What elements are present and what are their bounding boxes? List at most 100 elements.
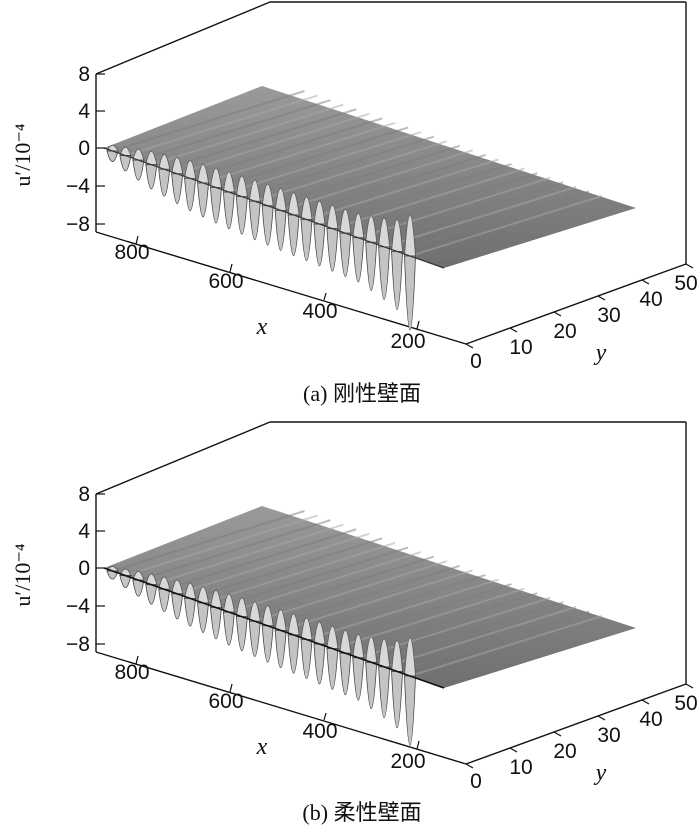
y-tick-label: 10 (509, 336, 532, 359)
x-axis-label: x (256, 734, 268, 760)
y-axis-label: y (594, 340, 607, 366)
wave-trough (365, 661, 378, 709)
surface-streak (189, 537, 383, 600)
wave-trough (145, 164, 158, 189)
surface-streak (215, 546, 409, 609)
surface-streak (112, 510, 305, 572)
wave-trough (248, 200, 261, 240)
wave-trough (326, 228, 339, 272)
surface-streak (125, 514, 318, 577)
wave-trough (197, 182, 209, 218)
wave-trough (391, 671, 403, 728)
y-tick-label: 10 (509, 756, 532, 779)
surface-streak (228, 551, 422, 614)
z-tick-label: 4 (78, 520, 90, 543)
wave-trough (222, 191, 235, 229)
x-tick-label: 600 (208, 690, 243, 713)
surface-streak (138, 99, 331, 162)
wave-trough (197, 602, 209, 633)
surface-streak (293, 153, 486, 216)
y-tick-label: 20 (553, 320, 576, 343)
wave-trough (300, 639, 313, 679)
wave-trough (210, 187, 222, 224)
surface-streak (396, 190, 590, 253)
wave-trough (378, 246, 391, 300)
wave-trough (158, 168, 171, 197)
wave-trough (339, 652, 352, 695)
z-tick-label: −4 (66, 175, 90, 198)
surface-streak (138, 519, 331, 582)
surface-streak (306, 158, 499, 221)
wave-trough (313, 643, 326, 685)
x-tick-label: 400 (302, 300, 337, 323)
wall-line (103, 147, 445, 269)
y-tick-label: 40 (639, 288, 662, 311)
wave-trough (287, 214, 300, 256)
surface-streak (345, 592, 538, 655)
surface-streak (370, 601, 564, 664)
surface-streak (254, 140, 448, 203)
surface-streak (176, 532, 370, 595)
surface-streak (383, 185, 577, 248)
x-tick-label: 200 (390, 330, 425, 353)
surface-streak (241, 555, 435, 618)
surface-streak (280, 569, 473, 632)
y-tick-label: 30 (597, 724, 620, 747)
surface-streak (228, 131, 422, 194)
y-tick-label: 50 (674, 272, 697, 295)
wave-trough (352, 237, 365, 283)
surface-streak (357, 176, 551, 239)
surface-streak (202, 122, 396, 184)
wave-crest (404, 215, 416, 257)
y-tick-label: 50 (674, 692, 697, 715)
wave-trough (261, 625, 274, 663)
wave-trough (391, 251, 403, 310)
surface-streak (383, 605, 577, 668)
surface-streak (332, 587, 525, 650)
z-axis-label: u′/10⁻⁴ (10, 543, 35, 607)
y-axis-label: y (594, 760, 607, 786)
surface-sheet-a (104, 86, 636, 268)
wave-trough (313, 223, 326, 266)
wave-trough (132, 579, 145, 597)
x-tick-label: 800 (114, 241, 149, 264)
wave-trough (339, 232, 352, 277)
z-tick-label: −8 (66, 633, 90, 656)
wave-trough (404, 255, 416, 331)
wave-trough (171, 593, 184, 620)
wave-trough (184, 177, 197, 212)
x-tick-label: 200 (390, 750, 425, 773)
surface-streak (241, 135, 435, 198)
wave-trough (119, 155, 132, 172)
wave-trough (300, 219, 313, 261)
surface-streak (112, 90, 305, 152)
surface-streak (202, 542, 396, 604)
y-tick-label: 30 (597, 304, 620, 327)
x-axis-label: x (256, 314, 268, 340)
surface-streak (254, 560, 448, 623)
caption: (a) 刚性壁面 (303, 381, 421, 406)
surface-streak (319, 583, 512, 645)
surface-streak (370, 181, 564, 244)
surface-streak (306, 578, 499, 641)
wave-crest (404, 637, 416, 677)
wave-trough (132, 159, 145, 181)
wave-trough (145, 584, 158, 605)
wave-trough (274, 209, 287, 251)
surface-streak (163, 108, 357, 171)
z-tick-label: −4 (66, 595, 90, 618)
z-tick-label: 0 (78, 137, 90, 160)
surface-streak (345, 172, 538, 235)
surface-streak (189, 117, 383, 180)
wave-trough (171, 173, 184, 205)
caption: (b) 柔性壁面 (302, 800, 421, 825)
x-tick-label: 400 (302, 720, 337, 743)
wave-crest (378, 217, 391, 248)
wave-crest (391, 219, 404, 252)
surface-streak (151, 103, 344, 166)
wave-trough (326, 648, 339, 690)
wave-trough (404, 675, 416, 746)
y-tick-label: 20 (553, 740, 576, 763)
wave-trough (287, 634, 300, 674)
